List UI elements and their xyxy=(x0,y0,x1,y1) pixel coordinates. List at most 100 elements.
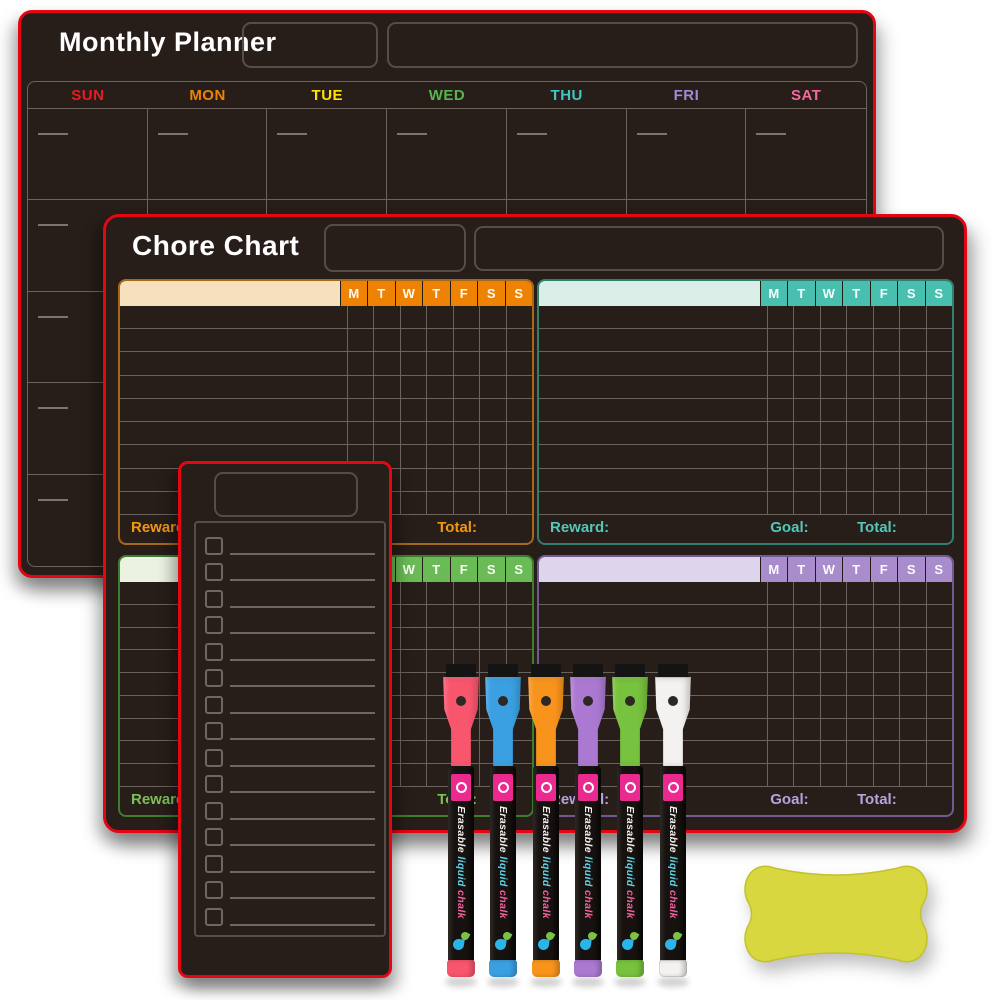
checklist-row xyxy=(202,902,378,929)
chore-name-cell xyxy=(539,352,767,376)
quadrant-grid xyxy=(120,306,532,515)
chore-day-cell xyxy=(793,650,820,674)
chore-day-cell xyxy=(399,741,426,765)
chore-day-cell xyxy=(479,582,506,605)
marker-barrel: Erasable liquid chalk xyxy=(575,766,601,962)
chore-day-cell xyxy=(872,695,899,719)
marker-cap-top xyxy=(446,664,476,678)
chore-day-cell xyxy=(479,718,506,742)
chore-day-cell xyxy=(846,673,873,696)
checkbox-icon xyxy=(205,854,223,873)
chore-day-cell xyxy=(899,741,926,765)
brand-word: chalk xyxy=(540,890,552,919)
chore-day-cell xyxy=(846,491,873,515)
marker-cap xyxy=(612,677,648,767)
chore-day-cell xyxy=(766,627,793,651)
chore-day-cell xyxy=(399,695,426,719)
date-line xyxy=(38,407,68,410)
chore-day-cell xyxy=(452,352,479,376)
chore-day-cell xyxy=(872,398,899,423)
chore-day-cell xyxy=(925,582,952,605)
chore-name-cell xyxy=(539,582,767,605)
chore-day-cell xyxy=(872,627,899,651)
checklist-row xyxy=(202,690,378,717)
quadrant-day-cell: F xyxy=(869,281,897,306)
quadrant-day-cell: T xyxy=(367,281,395,306)
checkbox-icon xyxy=(205,669,223,688)
chore-day-cell xyxy=(872,718,899,742)
chore-day-cell xyxy=(505,627,532,651)
chore-notes-box xyxy=(474,226,944,271)
droplet-icon xyxy=(452,938,465,951)
checkbox-icon xyxy=(205,907,223,926)
chore-day-cell xyxy=(399,398,426,423)
eraser-sponge xyxy=(740,856,932,972)
chore-day-cell xyxy=(505,582,532,605)
marker-end-cap xyxy=(489,960,517,977)
chore-day-cell xyxy=(846,627,873,651)
chore-day-cell xyxy=(793,445,820,469)
write-line xyxy=(230,711,375,714)
checkbox-icon xyxy=(205,695,223,714)
chore-day-cell xyxy=(925,445,952,469)
checkbox-icon xyxy=(205,722,223,741)
checklist-row xyxy=(202,823,378,850)
chore-day-cell xyxy=(766,352,793,376)
write-line xyxy=(230,658,375,661)
chore-day-cell xyxy=(793,604,820,628)
chore-day-cell xyxy=(479,306,506,330)
chore-day-cell xyxy=(925,673,952,696)
logo-ring-icon xyxy=(497,782,509,793)
chalk-marker-blue: Erasable liquid chalk xyxy=(484,664,522,987)
chore-day-cell xyxy=(346,306,373,330)
chore-day-cell xyxy=(819,375,846,399)
marker-shadow xyxy=(445,977,477,987)
quadrant-day-cell: S xyxy=(504,281,532,306)
chore-day-cell xyxy=(846,468,873,492)
chore-day-cell xyxy=(426,695,453,719)
chore-day-cell xyxy=(479,352,506,376)
checklist-row xyxy=(202,611,378,638)
chore-day-cell xyxy=(452,306,479,330)
chore-day-cell xyxy=(452,329,479,353)
chore-day-cell xyxy=(346,352,373,376)
chore-day-cell xyxy=(846,422,873,446)
write-line xyxy=(230,685,375,688)
write-line xyxy=(230,897,375,900)
date-line xyxy=(636,133,667,135)
marker-brand-text: Erasable liquid chalk xyxy=(540,806,552,926)
marker-barrel: Erasable liquid chalk xyxy=(448,766,474,962)
quadrant-name-bar xyxy=(539,557,760,582)
chore-day-cell xyxy=(819,398,846,423)
quadrant-day-cell: M xyxy=(759,557,787,582)
checkbox-icon xyxy=(205,881,223,900)
marker-cap-top xyxy=(573,664,603,678)
droplet-icon xyxy=(664,938,677,951)
quadrant-day-cell: S xyxy=(924,557,952,582)
chore-day-cell xyxy=(479,468,506,492)
chore-day-cell xyxy=(479,627,506,651)
quadrant-grid xyxy=(539,582,952,787)
chore-day-cell xyxy=(373,375,400,399)
chore-day-cell xyxy=(793,468,820,492)
marker-shadow xyxy=(487,977,519,987)
planner-day-label: THU xyxy=(550,86,583,104)
date-line xyxy=(397,133,428,135)
marker-end-cap xyxy=(616,960,644,977)
chore-day-cell xyxy=(899,650,926,674)
date-line xyxy=(277,133,308,135)
chore-day-cell xyxy=(899,375,926,399)
chore-day-cell xyxy=(899,604,926,628)
checklist-row xyxy=(202,796,378,823)
chore-day-cell xyxy=(505,445,532,469)
chore-day-cell xyxy=(505,398,532,423)
quadrant-day-cell: S xyxy=(924,281,952,306)
chore-day-cell xyxy=(925,398,952,423)
calendar-cell xyxy=(746,109,866,201)
chore-day-cell xyxy=(479,398,506,423)
chore-day-cell xyxy=(399,673,426,696)
chore-day-cell xyxy=(399,491,426,515)
